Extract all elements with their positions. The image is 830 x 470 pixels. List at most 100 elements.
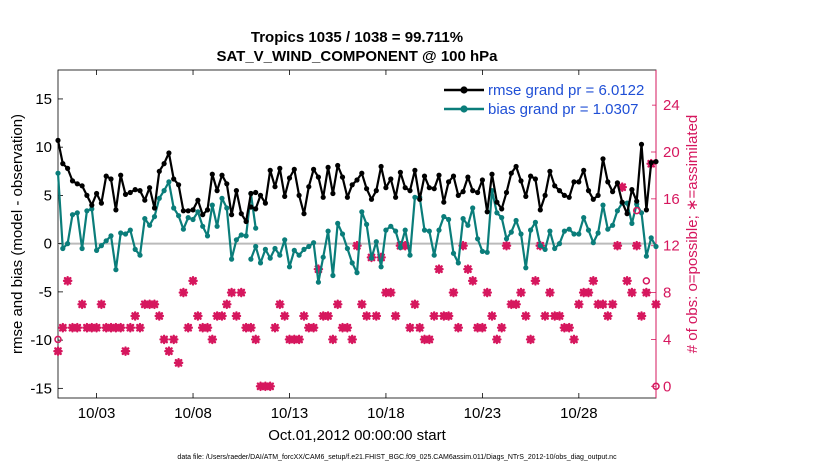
bias-point bbox=[484, 249, 490, 255]
bias-point bbox=[132, 246, 138, 252]
bias-point bbox=[151, 214, 158, 220]
y-axis-left-label: rmse and bias (model - observation) bbox=[9, 114, 26, 354]
rmse-point bbox=[325, 164, 331, 170]
bias-point bbox=[600, 202, 606, 208]
bias-point bbox=[388, 223, 394, 229]
obs-assimilated-point bbox=[101, 322, 112, 333]
obs-assimilated-point bbox=[381, 287, 391, 298]
bias-point bbox=[561, 228, 568, 234]
bias-point bbox=[311, 240, 317, 246]
bias-point bbox=[441, 214, 447, 220]
bias-point bbox=[219, 195, 225, 201]
bias-point bbox=[431, 252, 437, 258]
obs-assimilated-point bbox=[361, 311, 372, 321]
rmse-point bbox=[634, 198, 640, 204]
bias-point bbox=[339, 231, 346, 237]
bias-point bbox=[653, 243, 659, 250]
bias-point bbox=[224, 205, 230, 211]
bias-point bbox=[344, 245, 350, 252]
obs-assimilated-point bbox=[226, 287, 237, 298]
obs-assimilated-point bbox=[419, 334, 430, 345]
rmse-point bbox=[166, 150, 172, 156]
rmse-point bbox=[219, 172, 225, 178]
rmse-point bbox=[296, 192, 302, 198]
obs-assimilated-point bbox=[520, 311, 531, 321]
rmse-point bbox=[532, 176, 539, 182]
bias-point bbox=[180, 226, 186, 232]
obs-assimilated-point bbox=[448, 287, 459, 298]
y-left-tick-label: -10 bbox=[30, 332, 52, 349]
rmse-point bbox=[542, 192, 548, 198]
obs-assimilated-point bbox=[53, 346, 63, 356]
obs-assimilated-point bbox=[607, 299, 618, 310]
rmse-point bbox=[176, 182, 182, 188]
obs-assimilated-point bbox=[308, 322, 319, 333]
chart-title-line2: SAT_V_WIND_COMPONENT @ 100 hPa bbox=[216, 48, 498, 65]
rmse-point bbox=[460, 189, 466, 195]
obs-assimilated-point bbox=[144, 299, 155, 310]
obs-assimilated-point bbox=[472, 322, 483, 333]
obs-assimilated-point bbox=[641, 287, 652, 298]
obs-assimilated-point bbox=[173, 358, 184, 368]
bias-point bbox=[161, 188, 167, 194]
y-right-tick-label: 4 bbox=[663, 331, 671, 348]
bias-point bbox=[204, 233, 211, 239]
obs-assimilated-point bbox=[439, 311, 449, 321]
obs-assimilated-point bbox=[135, 322, 145, 333]
rmse-point bbox=[566, 194, 572, 200]
bias-point bbox=[547, 228, 553, 234]
bias-point bbox=[542, 246, 548, 252]
rmse-point bbox=[103, 173, 109, 179]
rmse-point bbox=[277, 165, 283, 171]
rmse-point bbox=[373, 188, 379, 194]
obs-assimilated-point bbox=[574, 299, 584, 310]
bias-point bbox=[532, 219, 539, 225]
obs-possible-point bbox=[632, 206, 641, 215]
x-axis-label: Oct.01,2012 00:00:00 start bbox=[268, 427, 446, 444]
bias-point bbox=[446, 216, 452, 223]
rmse-point bbox=[147, 185, 153, 191]
obs-possible-point bbox=[642, 277, 651, 285]
bias-point bbox=[359, 209, 365, 215]
rmse-point bbox=[528, 173, 534, 179]
obs-assimilated-point bbox=[467, 276, 478, 286]
obs-assimilated-point bbox=[492, 334, 502, 345]
y-left-tick-label: 15 bbox=[35, 91, 52, 108]
obs-assimilated-point bbox=[622, 276, 632, 286]
rmse-point bbox=[402, 185, 408, 191]
bias-point bbox=[147, 222, 153, 228]
x-tick-label: 10/18 bbox=[367, 405, 405, 422]
bias-point bbox=[378, 264, 384, 270]
obs-assimilated-point bbox=[250, 334, 261, 345]
rmse-point bbox=[455, 192, 461, 198]
obs-assimilated-point bbox=[62, 276, 73, 286]
obs-assimilated-point bbox=[91, 322, 102, 333]
rmse-point bbox=[446, 179, 452, 185]
obs-assimilated-point bbox=[357, 299, 367, 310]
legend-bias-label: bias grand pr = 1.0307 bbox=[488, 101, 639, 118]
bias-point bbox=[267, 255, 273, 261]
obs-assimilated-point bbox=[77, 299, 87, 310]
obs-assimilated-point bbox=[342, 322, 353, 333]
obs-assimilated-point bbox=[564, 322, 574, 333]
rmse-point bbox=[113, 207, 119, 213]
obs-assimilated-point bbox=[115, 322, 126, 333]
bias-point bbox=[585, 227, 592, 233]
obs-assimilated-point bbox=[593, 299, 603, 310]
rmse-point bbox=[142, 197, 148, 203]
bias-point bbox=[537, 243, 543, 249]
rmse-point bbox=[253, 189, 259, 196]
obs-assimilated-point bbox=[164, 346, 174, 356]
bias-point bbox=[315, 279, 321, 285]
bias-point bbox=[450, 250, 457, 256]
y-left-tick-label: 10 bbox=[35, 139, 52, 156]
bias-point bbox=[513, 217, 519, 224]
bias-point bbox=[368, 255, 375, 261]
rmse-point bbox=[118, 172, 124, 178]
obs-assimilated-point bbox=[111, 322, 121, 333]
obs-assimilated-point bbox=[578, 287, 589, 298]
bias-point bbox=[393, 228, 399, 234]
legend-rmse-label: rmse grand pr = 6.0122 bbox=[488, 82, 644, 99]
obs-assimilated-point bbox=[270, 322, 280, 333]
obs-assimilated-point bbox=[516, 287, 526, 298]
